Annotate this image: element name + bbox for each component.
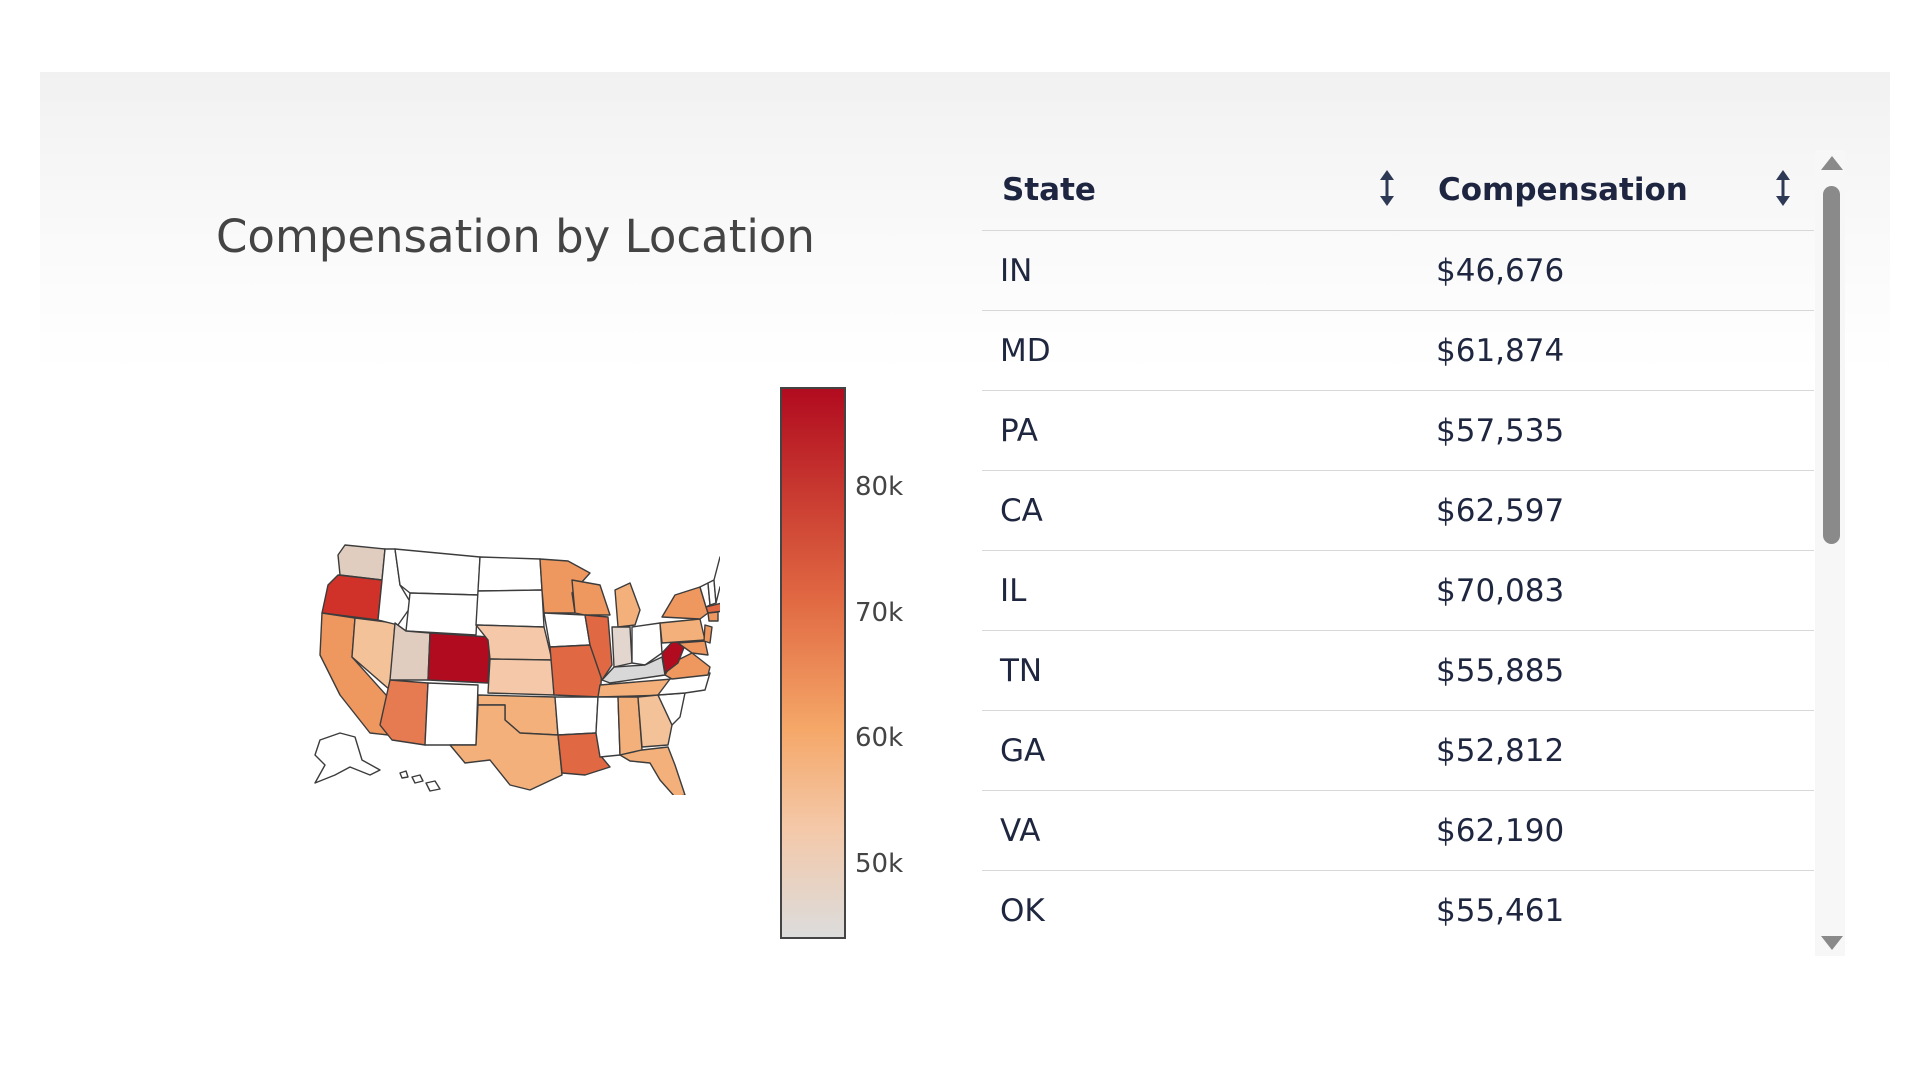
table-row[interactable]: VA $62,190 [982, 790, 1814, 871]
cell-state: PA [982, 390, 1418, 471]
state-ar [554, 696, 599, 736]
colorbar-tick-50k: 50k [855, 848, 904, 879]
cell-compensation: $61,874 [1418, 310, 1814, 391]
us-choropleth-map[interactable] [300, 535, 720, 795]
cell-compensation: $57,535 [1418, 390, 1814, 471]
state-fl [619, 746, 686, 795]
state-ma [705, 602, 720, 614]
cell-compensation: $62,597 [1418, 470, 1814, 551]
table-scrollbar[interactable] [1815, 150, 1845, 956]
cell-state: IN [982, 230, 1418, 311]
sort-arrows-icon[interactable] [1774, 168, 1792, 208]
header-state[interactable]: State [982, 150, 1418, 231]
state-nm [424, 682, 479, 746]
header-state-label: State [1002, 172, 1096, 208]
table-row[interactable]: PA $57,535 [982, 390, 1814, 471]
state-az [379, 679, 429, 746]
table-row[interactable]: IN $46,676 [982, 230, 1814, 311]
state-hi-2 [411, 774, 424, 784]
table-header-row: State Compensation [982, 150, 1814, 231]
triangle-down-icon[interactable] [1821, 936, 1843, 950]
state-oh [631, 622, 663, 666]
cell-compensation: $55,885 [1418, 630, 1814, 711]
cell-state: CA [982, 470, 1418, 551]
colorbar-tick-70k: 70k [855, 597, 904, 628]
state-il [584, 614, 613, 681]
table-row[interactable]: GA $52,812 [982, 710, 1814, 791]
state-wa [337, 544, 386, 581]
state-ak [314, 732, 381, 784]
state-ia [543, 612, 591, 648]
table-row[interactable]: CA $62,597 [982, 470, 1814, 551]
state-mo [549, 644, 603, 698]
table-row[interactable]: IL $70,083 [982, 550, 1814, 631]
header-compensation-label: Compensation [1438, 172, 1688, 208]
cell-compensation: $70,083 [1418, 550, 1814, 631]
colorbar-tick-60k: 60k [855, 723, 904, 754]
state-sd [475, 589, 545, 628]
state-ms [595, 696, 621, 758]
table-row[interactable]: TN $55,885 [982, 630, 1814, 711]
state-wy [405, 592, 479, 636]
chart-title: Compensation by Location [216, 210, 815, 263]
state-ks [487, 658, 555, 696]
state-wi [571, 579, 611, 616]
state-in [611, 626, 633, 668]
state-or [321, 574, 383, 621]
cell-state: GA [982, 710, 1418, 791]
cell-compensation: $52,812 [1418, 710, 1814, 791]
state-co [427, 632, 491, 684]
state-md [677, 640, 709, 656]
state-hi [399, 770, 409, 779]
cell-state: VA [982, 790, 1418, 871]
state-ct [707, 611, 719, 622]
scrollbar-thumb[interactable] [1823, 186, 1840, 544]
colorbar [780, 387, 846, 939]
cell-compensation: $62,190 [1418, 790, 1814, 871]
cell-compensation: $46,676 [1418, 230, 1814, 311]
colorbar-tick-80k: 80k [855, 472, 904, 503]
state-mt [394, 548, 481, 596]
state-me [713, 556, 720, 604]
table-row[interactable]: OK $55,461 [982, 870, 1814, 950]
header-compensation[interactable]: Compensation [1418, 150, 1814, 231]
sort-arrows-icon[interactable] [1378, 168, 1396, 208]
cell-compensation: $55,461 [1418, 870, 1814, 950]
cell-state: MD [982, 310, 1418, 391]
state-hi-3 [425, 780, 441, 792]
state-nj [703, 624, 713, 644]
triangle-up-icon[interactable] [1821, 156, 1843, 170]
state-mi [614, 582, 641, 628]
state-pa [659, 618, 706, 644]
cell-state: OK [982, 870, 1418, 950]
cell-state: IL [982, 550, 1418, 631]
table-row[interactable]: MD $61,874 [982, 310, 1814, 391]
cell-state: TN [982, 630, 1418, 711]
state-nd [477, 556, 543, 592]
compensation-table[interactable]: State Compensation IN $46, [982, 150, 1814, 950]
